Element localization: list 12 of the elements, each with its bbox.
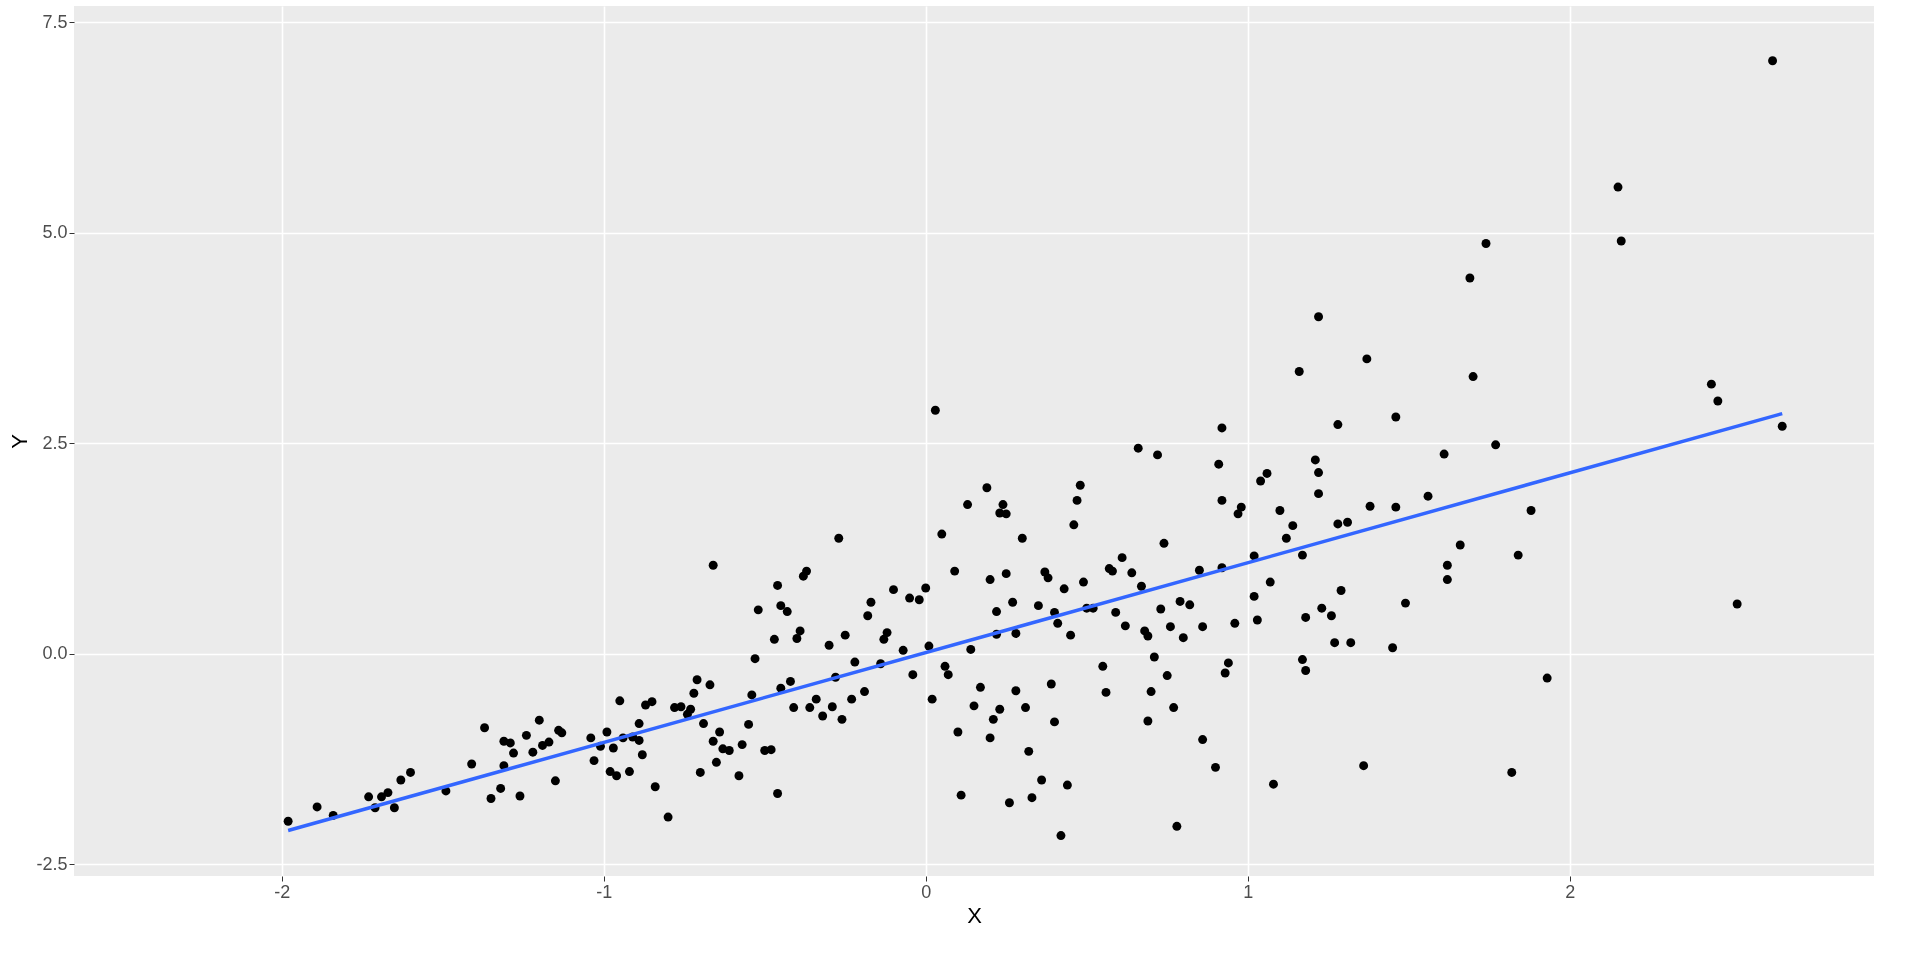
y-tick-label: 5.0: [42, 222, 68, 243]
x-tick-label: -2: [274, 881, 291, 902]
y-tick-label: 2.5: [42, 432, 68, 453]
x-axis-title: X: [967, 902, 983, 928]
x-tick-label: 2: [1565, 881, 1576, 902]
y-axis-title: Y: [7, 433, 33, 449]
y-tick-label: 0.0: [42, 643, 68, 664]
x-tick-label: 1: [1243, 881, 1254, 902]
y-tick-label: 7.5: [42, 11, 68, 32]
x-tick-label: 0: [921, 881, 932, 902]
x-tick-label: -1: [596, 881, 613, 902]
y-tick-label: -2.5: [36, 853, 68, 874]
